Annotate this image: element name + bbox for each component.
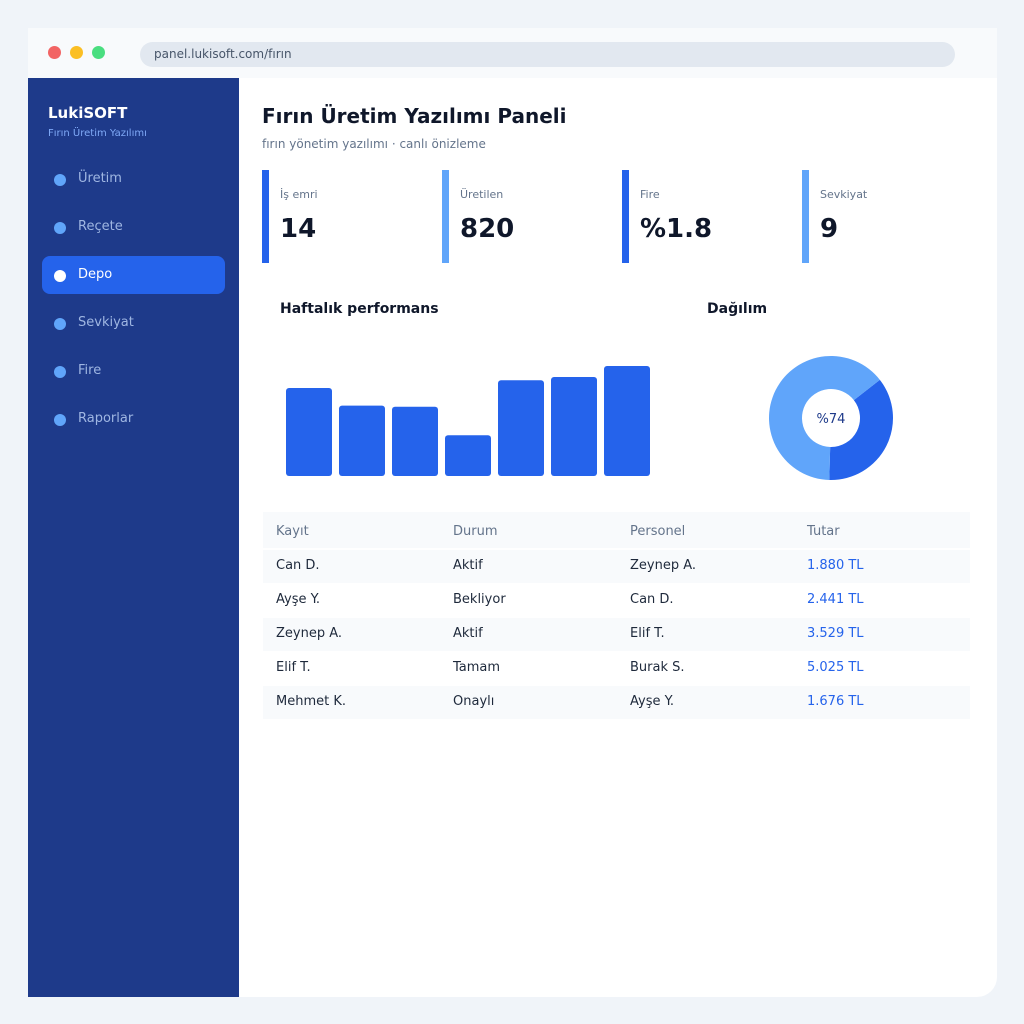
nav-bullet-icon [54, 414, 66, 426]
sidebar-item-uretim[interactable]: Üretim [42, 160, 225, 198]
distribution-donut-chart: %74 [769, 356, 893, 480]
nav-bullet-icon [54, 222, 66, 234]
performance-bar [339, 405, 385, 476]
table-row[interactable]: Elif T. Tamam Burak S. 5.025 TL [263, 652, 970, 685]
kpi-card: Sevkiyat 9 [802, 170, 962, 263]
performance-chart-title: Haftalık performans [280, 301, 439, 317]
nav-bullet-icon [54, 366, 66, 378]
kpi-value: 9 [820, 214, 839, 244]
performance-bar [604, 366, 650, 476]
table-row[interactable]: Can D. Aktif Zeynep A. 1.880 TL [263, 550, 970, 583]
table-header-row: Kayıt Durum Personel Tutar [263, 512, 970, 548]
performance-bar-chart [286, 366, 650, 476]
kpi-accent-bar [802, 170, 809, 263]
column-header: Personel [630, 524, 686, 539]
sidebar-item-label: Depo [78, 267, 113, 282]
column-header: Durum [453, 524, 498, 539]
kpi-accent-bar [622, 170, 629, 263]
nav-bullet-icon [54, 270, 66, 282]
record-cell: Ayşe Y. [276, 592, 321, 607]
sidebar-item-recete[interactable]: Reçete [42, 208, 225, 246]
close-window-button[interactable] [48, 46, 61, 59]
sidebar-item-label: Raporlar [78, 411, 134, 426]
amount-cell: 2.441 TL [807, 592, 864, 607]
performance-bar [551, 377, 597, 476]
column-header: Tutar [807, 524, 840, 539]
staff-cell: Zeynep A. [630, 558, 697, 573]
amount-cell: 5.025 TL [807, 660, 864, 675]
kpi-card: İş emri 14 [262, 170, 422, 263]
status-cell: Aktif [453, 626, 483, 641]
sidebar-item-depo[interactable]: Depo [42, 256, 225, 294]
amount-cell: 3.529 TL [807, 626, 864, 641]
sidebar-item-label: Fire [78, 363, 102, 378]
sidebar-item-sevkiyat[interactable]: Sevkiyat [42, 304, 225, 342]
performance-bar [445, 435, 491, 476]
kpi-label: Üretilen [460, 188, 504, 201]
table-row[interactable]: Ayşe Y. Bekliyor Can D. 2.441 TL [263, 584, 970, 617]
nav-bullet-icon [54, 318, 66, 330]
amount-cell: 1.676 TL [807, 694, 864, 709]
app-window: panel.lukisoft.com/fırın LukiSOFT Fırın … [28, 28, 997, 997]
kpi-label: Fire [640, 188, 660, 201]
record-cell: Mehmet K. [276, 694, 347, 709]
distribution-slice [829, 379, 893, 480]
page-subtitle: fırın yönetim yazılımı · canlı önizleme [262, 137, 486, 151]
kpi-label: Sevkiyat [820, 188, 868, 201]
kpi-accent-bar [442, 170, 449, 263]
status-cell: Tamam [453, 660, 501, 675]
page-title: Fırın Üretim Yazılımı Paneli [262, 104, 567, 128]
distribution-chart-title: Dağılım [707, 301, 768, 317]
performance-bar [392, 406, 438, 476]
table-row[interactable]: Zeynep A. Aktif Elif T. 3.529 TL [263, 618, 970, 651]
record-cell: Zeynep A. [276, 626, 343, 641]
maximize-window-button[interactable] [92, 46, 105, 59]
staff-cell: Elif T. [630, 626, 665, 641]
browser-titlebar: panel.lukisoft.com/fırın [28, 28, 997, 78]
status-cell: Bekliyor [453, 592, 506, 607]
performance-bar [286, 388, 332, 476]
kpi-label: İş emri [280, 188, 318, 201]
nav-bullet-icon [54, 174, 66, 186]
sidebar-item-label: Sevkiyat [78, 315, 134, 330]
status-cell: Aktif [453, 558, 483, 573]
brand-subtitle: Fırın Üretim Yazılımı [48, 128, 147, 139]
brand-name: LukiSOFT [48, 104, 128, 122]
kpi-card: Fire %1.8 [622, 170, 782, 263]
record-cell: Can D. [276, 558, 320, 573]
amount-cell: 1.880 TL [807, 558, 864, 573]
kpi-value: 14 [280, 214, 317, 244]
kpi-value: %1.8 [640, 214, 713, 244]
address-bar[interactable]: panel.lukisoft.com/fırın [140, 42, 955, 67]
sidebar: LukiSOFT Fırın Üretim Yazılımı Üretim Reç… [28, 78, 239, 997]
kpi-value: 820 [460, 214, 515, 244]
kpi-card: Üretilen 820 [442, 170, 602, 263]
sidebar-item-label: Reçete [78, 219, 123, 234]
table-row[interactable]: Mehmet K. Onaylı Ayşe Y. 1.676 TL [263, 686, 970, 719]
sidebar-item-label: Üretim [78, 171, 122, 186]
sidebar-item-raporlar[interactable]: Raporlar [42, 400, 225, 438]
status-cell: Onaylı [453, 694, 495, 709]
staff-cell: Can D. [630, 592, 674, 607]
minimize-window-button[interactable] [70, 46, 83, 59]
column-header: Kayıt [276, 524, 309, 539]
record-cell: Elif T. [276, 660, 311, 675]
performance-bar [498, 380, 544, 476]
staff-cell: Burak S. [630, 660, 685, 675]
donut-center-label: %74 [817, 412, 846, 427]
staff-cell: Ayşe Y. [630, 694, 675, 709]
kpi-accent-bar [262, 170, 269, 263]
distribution-slice [769, 356, 880, 480]
sidebar-item-fire[interactable]: Fire [42, 352, 225, 390]
